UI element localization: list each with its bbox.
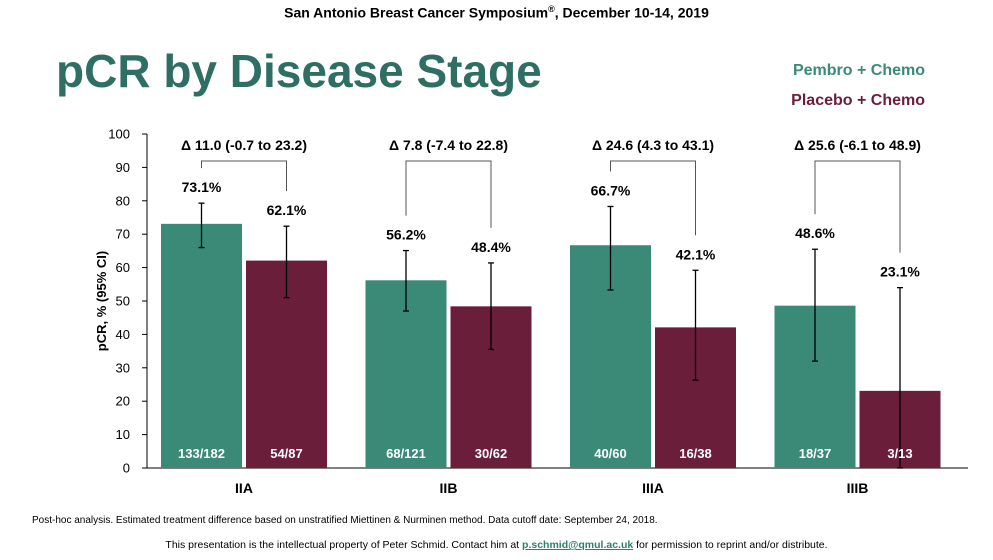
data-label: 56.2% — [386, 227, 426, 243]
y-tick-label: 30 — [116, 360, 130, 375]
ip-notice-tail: for permission to reprint and/or distrib… — [636, 539, 828, 551]
data-label: 62.1% — [267, 202, 307, 218]
y-tick-label: 50 — [116, 294, 130, 309]
n-label: 68/121 — [386, 446, 426, 461]
bar-chart: 0 10 20 30 40 50 60 70 80 90 100 pCR, % (95% CI) 73.… — [94, 127, 968, 496]
data-label: 48.6% — [795, 225, 835, 241]
n-label: 54/87 — [270, 446, 303, 461]
y-tick-label: 90 — [116, 160, 130, 175]
y-tick-label: 0 — [123, 461, 130, 476]
y-tick-label: 20 — [116, 394, 130, 409]
difference-bracket — [405, 160, 492, 228]
y-tick-label: 60 — [116, 260, 130, 275]
n-label: 16/38 — [679, 446, 712, 461]
ip-notice-text: This presentation is the intellectual pr… — [165, 539, 520, 551]
y-tick-label: 70 — [116, 227, 130, 242]
n-label: 30/62 — [475, 446, 508, 461]
bar-pembro — [161, 223, 242, 468]
data-label: 66.7% — [591, 182, 631, 198]
contact-email-link[interactable]: p.schmid@qmul.ac.uk — [522, 539, 634, 551]
chart-title: pCR by Disease Stage — [56, 45, 542, 97]
y-tick-label: 100 — [108, 127, 130, 142]
delta-annotation: Δ 25.6 (-6.1 to 48.9) — [794, 137, 921, 153]
ip-notice: This presentation is the intellectual pr… — [0, 539, 993, 551]
n-label: 133/182 — [178, 446, 225, 461]
y-tick-label: 40 — [116, 327, 130, 342]
x-tick-label: IIB — [440, 480, 458, 496]
conference-name: San Antonio Breast Cancer Symposium — [284, 4, 549, 21]
data-label: 42.1% — [676, 246, 716, 262]
footnote: Post-hoc analysis. Estimated treatment d… — [32, 515, 658, 526]
data-label: 48.4% — [471, 239, 511, 255]
x-tick-label: IIIB — [847, 480, 869, 496]
y-tick-label: 80 — [116, 193, 130, 208]
difference-bracket — [610, 160, 696, 236]
difference-bracket — [814, 160, 901, 253]
data-label: 73.1% — [182, 179, 222, 195]
x-tick-label: IIIA — [642, 480, 664, 496]
n-label: 3/13 — [887, 446, 912, 461]
x-tick-label: IIA — [235, 480, 253, 496]
difference-bracket — [201, 160, 287, 192]
delta-annotation: Δ 7.8 (-7.4 to 22.8) — [389, 137, 508, 153]
n-label: 40/60 — [594, 446, 627, 461]
legend-placebo: Placebo + Chemo — [791, 92, 925, 109]
conference-header: San Antonio Breast Cancer Symposium®, De… — [0, 4, 993, 21]
y-tick-label: 10 — [116, 427, 130, 442]
delta-annotation: Δ 24.6 (4.3 to 43.1) — [592, 137, 714, 153]
y-axis-title: pCR, % (95% CI) — [94, 251, 109, 351]
n-label: 18/37 — [799, 446, 832, 461]
conference-dates: , December 10-14, 2019 — [554, 4, 709, 21]
data-label: 23.1% — [880, 264, 920, 280]
legend-pembro: Pembro + Chemo — [792, 62, 925, 79]
delta-annotation: Δ 11.0 (-0.7 to 23.2) — [181, 137, 307, 153]
registered-mark: ® — [548, 4, 555, 14]
